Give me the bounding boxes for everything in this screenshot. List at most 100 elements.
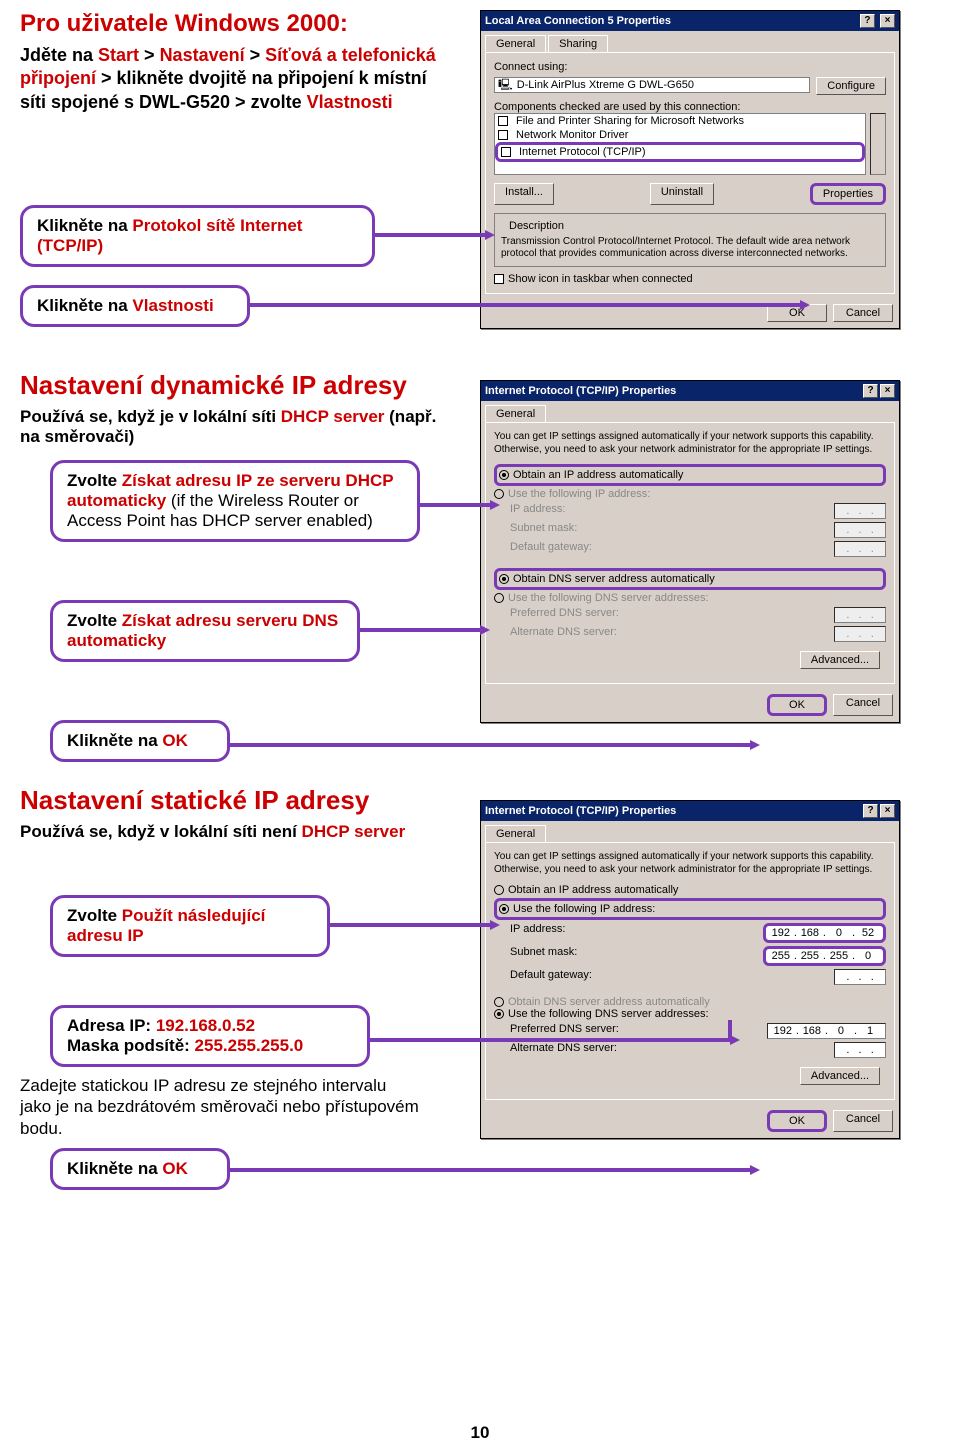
label-dns2: Alternate DNS server: — [510, 626, 617, 642]
gw-field[interactable]: . . . — [834, 969, 886, 985]
label-mask: Subnet mask: — [510, 946, 577, 966]
list-item[interactable]: File and Printer Sharing for Microsoft N… — [495, 114, 865, 128]
dialog-tcpip-static: Internet Protocol (TCP/IP) Properties ?×… — [480, 800, 900, 1139]
ip-field[interactable]: 192.168.0.52 — [763, 923, 886, 943]
callout-red: 192.168.0.52 — [156, 1016, 255, 1035]
radio-icon — [499, 904, 509, 914]
list-item[interactable]: Network Monitor Driver — [495, 128, 865, 142]
radio-auto-dns[interactable]: Obtain DNS server address automatically — [494, 996, 886, 1008]
dialog-titlebar[interactable]: Internet Protocol (TCP/IP) Properties ?× — [481, 381, 899, 401]
help-button[interactable]: ? — [863, 384, 878, 398]
ip-octet: 255 — [826, 950, 852, 962]
sub-red: DHCP server — [281, 407, 385, 426]
connector-line — [330, 915, 500, 935]
tabs: General Sharing — [481, 31, 899, 52]
callout-use-ip: Zvolte Použít následující adresu IP — [50, 895, 330, 957]
callout-text: Klikněte na — [37, 216, 132, 235]
scrollbar[interactable] — [870, 113, 886, 175]
dns1-field[interactable]: 192.168.0.1 — [767, 1023, 886, 1039]
radio-icon — [494, 997, 504, 1007]
adapter-field: 🖳 D-Link AirPlus Xtreme G DWL-G650 — [494, 77, 810, 93]
connector-line — [360, 620, 490, 640]
mask-field[interactable]: 255.255.255.0 — [763, 946, 886, 966]
help-button[interactable]: ? — [863, 804, 878, 818]
help-button[interactable]: ? — [860, 14, 875, 28]
advanced-button[interactable]: Advanced... — [800, 1067, 880, 1085]
callout-ip-values: Adresa IP: 192.168.0.52 Maska podsítě: 2… — [50, 1005, 370, 1067]
radio-label: Obtain an IP address automatically — [513, 469, 683, 481]
dialog-title: Local Area Connection 5 Properties — [485, 15, 671, 27]
dialog-titlebar[interactable]: Internet Protocol (TCP/IP) Properties ?× — [481, 801, 899, 821]
radio-use-dns[interactable]: Use the following DNS server addresses: — [494, 592, 886, 604]
intro-text: > — [139, 45, 160, 65]
ok-button[interactable]: OK — [767, 304, 827, 322]
callout-ok-1: Klikněte na OK — [50, 720, 230, 762]
ip-octet: 0 — [855, 950, 881, 962]
static-title: Nastavení statické IP adresy — [20, 785, 490, 816]
radio-auto-ip[interactable]: Obtain an IP address automatically — [494, 884, 886, 896]
radio-label: Obtain an IP address automatically — [508, 884, 678, 896]
dns2-field[interactable]: . . . — [834, 1042, 886, 1058]
label-ip: IP address: — [510, 923, 565, 943]
connector-line — [375, 225, 495, 245]
radio-icon — [494, 885, 504, 895]
ok-button[interactable]: OK — [767, 1110, 827, 1132]
callout-red: OK — [162, 731, 188, 750]
ip-octet: 168 — [799, 1025, 825, 1037]
install-button[interactable]: Install... — [494, 183, 554, 205]
intro-start: Start — [98, 45, 139, 65]
radio-use-ip[interactable]: Use the following IP address: — [494, 898, 886, 920]
group-title: Description — [505, 220, 568, 232]
checkbox-icon[interactable] — [498, 130, 508, 140]
adapter-icon: 🖳 — [498, 76, 513, 95]
uninstall-button[interactable]: Uninstall — [650, 183, 714, 205]
tab-sharing[interactable]: Sharing — [548, 35, 608, 52]
ok-button[interactable]: OK — [767, 694, 827, 716]
checkbox-icon[interactable] — [501, 147, 511, 157]
radio-use-ip[interactable]: Use the following IP address: — [494, 488, 886, 500]
callout-text: Klikněte na — [67, 1159, 162, 1178]
blurb: You can get IP settings assigned automat… — [494, 851, 886, 876]
close-button[interactable]: × — [880, 14, 895, 28]
tab-general[interactable]: General — [485, 825, 546, 842]
cancel-button[interactable]: Cancel — [833, 1110, 893, 1132]
close-button[interactable]: × — [880, 384, 895, 398]
radio-icon — [499, 470, 509, 480]
intro-body: Jděte na Start > Nastavení > Síťová a te… — [20, 44, 450, 114]
list-item-tcpip[interactable]: Internet Protocol (TCP/IP) — [495, 142, 865, 162]
callout-auto-ip: Zvolte Získat adresu IP ze serveru DHCP … — [50, 460, 420, 542]
ip-octet: 0 — [826, 927, 852, 939]
close-button[interactable]: × — [880, 804, 895, 818]
radio-auto-ip[interactable]: Obtain an IP address automatically — [494, 464, 886, 486]
configure-button[interactable]: Configure — [816, 77, 886, 95]
show-icon-row[interactable]: Show icon in taskbar when connected — [494, 273, 886, 285]
sub-text: Používá se, když je v lokální síti — [20, 407, 281, 426]
checkbox-icon[interactable] — [498, 116, 508, 126]
radio-auto-dns[interactable]: Obtain DNS server address automatically — [494, 568, 886, 590]
description-group: Description Transmission Control Protoco… — [494, 213, 886, 267]
mask-field: . . . — [834, 522, 886, 538]
properties-button[interactable]: Properties — [810, 183, 886, 205]
checkbox-icon[interactable] — [494, 274, 504, 284]
cancel-button[interactable]: Cancel — [833, 694, 893, 716]
advanced-button[interactable]: Advanced... — [800, 651, 880, 669]
intro-vlastnosti: Vlastnosti — [307, 92, 393, 112]
radio-use-dns[interactable]: Use the following DNS server addresses: — [494, 1008, 886, 1020]
components-list[interactable]: File and Printer Sharing for Microsoft N… — [494, 113, 866, 175]
callout-tcpip: Klikněte na Protokol sítě Internet (TCP/… — [20, 205, 375, 267]
component-name: Network Monitor Driver — [516, 129, 628, 141]
callout-red: Vlastnosti — [132, 296, 213, 315]
tab-general[interactable]: General — [485, 35, 546, 52]
tab-general[interactable]: General — [485, 405, 546, 422]
ip-octet: 255 — [768, 950, 794, 962]
label-gw: Default gateway: — [510, 969, 592, 985]
static-sub: Používá se, když v lokální síti není DHC… — [20, 822, 490, 842]
radio-label: Use the following DNS server addresses: — [508, 592, 709, 604]
dialog-titlebar[interactable]: Local Area Connection 5 Properties ? × — [481, 11, 899, 31]
ip-octet: 192 — [770, 1025, 796, 1037]
checkbox-label: Show icon in taskbar when connected — [508, 273, 693, 285]
radio-label: Obtain DNS server address automatically — [513, 573, 715, 585]
cancel-button[interactable]: Cancel — [833, 304, 893, 322]
description-text: Transmission Control Protocol/Internet P… — [501, 236, 879, 260]
ip-octet: 1 — [857, 1025, 883, 1037]
